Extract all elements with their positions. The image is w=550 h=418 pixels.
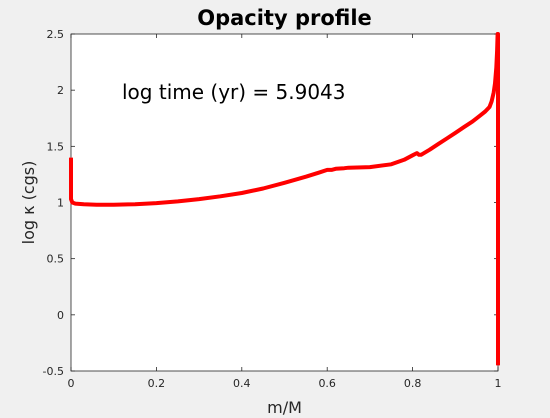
x-tick-label: 0.2 bbox=[148, 377, 166, 390]
y-tick-label: -0.5 bbox=[43, 365, 64, 378]
y-tick-label: 1.5 bbox=[47, 140, 65, 153]
y-tick-label: 2 bbox=[57, 84, 64, 97]
y-axis-label: log κ (cgs) bbox=[19, 161, 38, 245]
x-tick-label: 0.4 bbox=[233, 377, 251, 390]
x-tick-label: 0.6 bbox=[318, 377, 336, 390]
y-tick-label: 0 bbox=[57, 309, 64, 322]
axis-tick-labels: 0 0.2 0.4 0.6 0.8 1 -0.5 0 0.5 1 1.5 2 2.5 bbox=[43, 28, 502, 390]
chart-title: Opacity profile bbox=[197, 6, 372, 30]
y-tick-label: 2.5 bbox=[47, 28, 65, 41]
x-tick-label: 0.8 bbox=[404, 377, 422, 390]
x-tick-label: 1 bbox=[495, 377, 502, 390]
series-group bbox=[69, 32, 500, 366]
opacity-profile-line bbox=[69, 32, 500, 366]
x-tick-label: 0 bbox=[68, 377, 75, 390]
annotation-text: log time (yr) = 5.9043 bbox=[122, 80, 346, 104]
y-tick-label: 1 bbox=[57, 197, 64, 210]
y-tick-label: 0.5 bbox=[47, 253, 65, 266]
x-axis-label: m/M bbox=[267, 398, 302, 417]
